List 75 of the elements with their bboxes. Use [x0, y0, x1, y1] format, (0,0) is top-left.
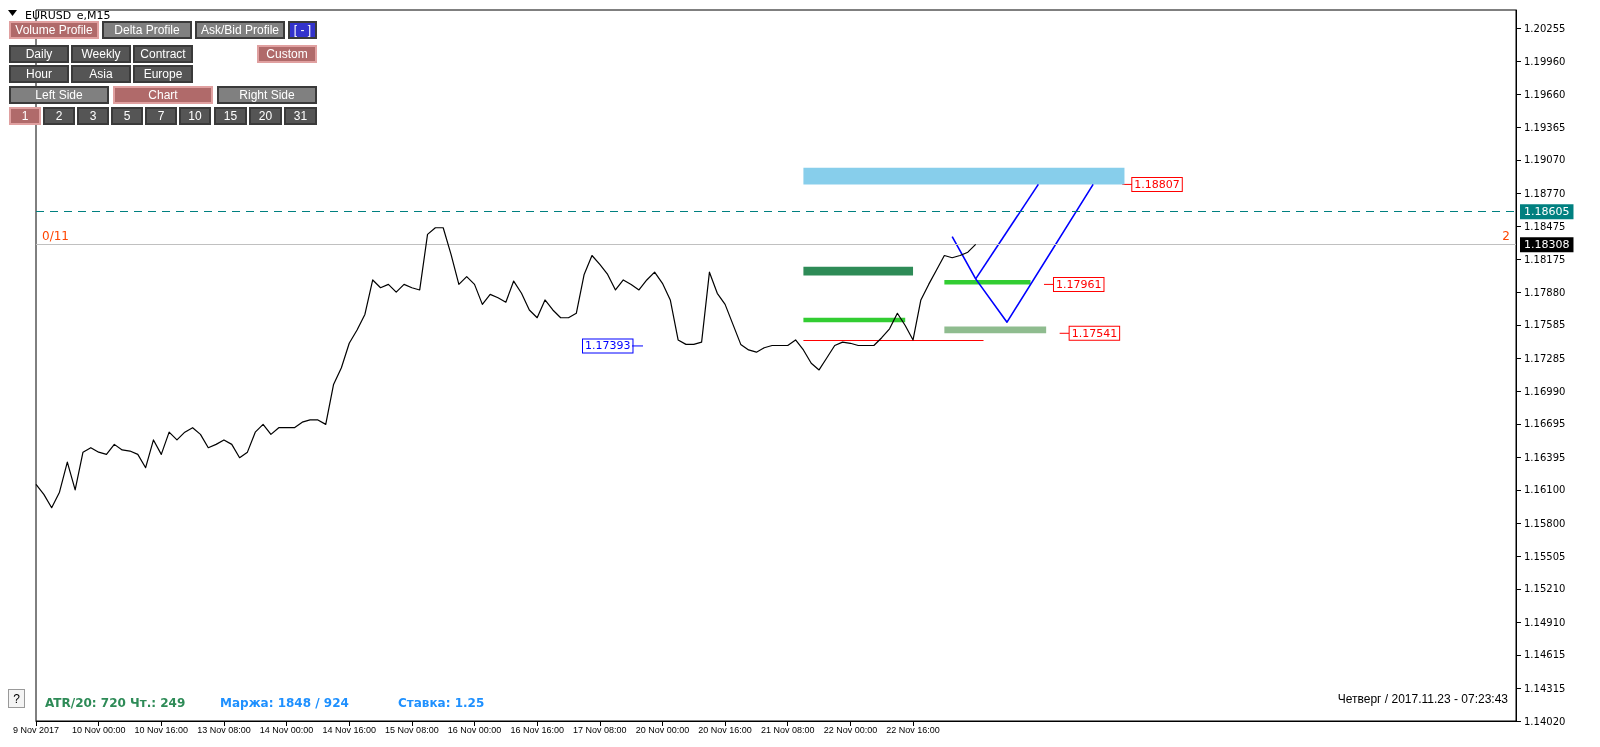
y-tick-label: 1.17585 — [1524, 319, 1566, 331]
y-tick-label: 1.17880 — [1524, 286, 1566, 298]
button: [ - ] — [288, 21, 317, 39]
annotation: ATR/20: 720 — [45, 696, 126, 710]
ref-line-label: 1.18605 — [1524, 205, 1570, 219]
y-tick-label: 1.16395 — [1524, 451, 1566, 463]
x-tick-label: 9 Nov 2017 — [12, 724, 60, 735]
y-tick-label: 1.20255 — [1524, 22, 1566, 34]
annotation: Четверг / 2017.11.23 - 07:23:43 — [1337, 692, 1508, 706]
button: ? — [8, 689, 25, 708]
x-tick-label: 20 Nov 16:00 — [698, 724, 752, 735]
y-tick-label: 1.16990 — [1524, 385, 1566, 397]
y-tick-label: 1.14910 — [1524, 616, 1566, 628]
x-tick-label: 14 Nov 00:00 — [259, 724, 314, 735]
y-tick-label: 1.14615 — [1524, 649, 1566, 661]
button: Europe — [133, 65, 193, 83]
x-tick-label: 10 Nov 00:00 — [71, 724, 126, 735]
x-tick-label: 15 Nov 08:00 — [385, 724, 439, 735]
button: Volume Profile — [9, 21, 99, 39]
y-tick-label: 1.14315 — [1524, 682, 1566, 694]
button: Daily — [9, 45, 69, 63]
annotation: 1.17393 — [585, 339, 631, 353]
x-tick-label: 21 Nov 08:00 — [760, 724, 815, 735]
y-tick-label: 1.15210 — [1524, 583, 1566, 595]
y-tick-label: 1.14020 — [1524, 715, 1566, 727]
band-label: 1.17961 — [1055, 277, 1102, 291]
button: Weekly — [71, 45, 131, 63]
annotation: Чт.: 249 — [130, 696, 186, 710]
button: 5 — [111, 107, 143, 125]
button: 2 — [43, 107, 75, 125]
button: 20 — [249, 107, 282, 125]
annotation: Маржа: 1848 / 924 — [220, 696, 349, 710]
x-tick-label: 14 Nov 16:00 — [322, 724, 376, 735]
y-tick-label: 1.19960 — [1524, 55, 1566, 67]
button: Right Side — [217, 86, 317, 104]
band-label: 1.18807 — [1134, 177, 1180, 191]
y-tick-label: 1.16695 — [1524, 418, 1566, 430]
y-tick-label: 1.15800 — [1524, 517, 1566, 529]
button: 15 — [214, 107, 247, 125]
x-tick-label: 22 Nov 16:00 — [886, 724, 940, 735]
button: 10 — [179, 107, 211, 125]
button: Contract — [133, 45, 193, 63]
y-tick-label: 1.18770 — [1524, 187, 1566, 199]
button: Delta Profile — [102, 21, 192, 39]
annotation: 0/11 — [42, 228, 69, 243]
y-tick-label: 1.15505 — [1524, 550, 1566, 562]
y-tick-label: 1.18475 — [1524, 220, 1566, 232]
button: 3 — [77, 107, 109, 125]
button: Hour — [9, 65, 69, 83]
chart-title: EURUSD_e,M15 — [25, 9, 111, 22]
y-tick-label: 1.19365 — [1524, 121, 1566, 133]
y-tick-label: 1.19660 — [1524, 88, 1566, 100]
button: 1 — [9, 107, 41, 125]
y-tick-label: 1.18175 — [1524, 253, 1566, 265]
y-tick-label: 1.17285 — [1524, 352, 1566, 364]
band-label: 1.17541 — [1071, 326, 1118, 340]
button: Custom — [257, 45, 317, 63]
button: 7 — [145, 107, 177, 125]
x-tick-label: 16 Nov 00:00 — [447, 724, 502, 735]
y-tick-label: 1.19070 — [1524, 154, 1566, 166]
annotation: Ставка: 1.25 — [398, 696, 485, 710]
x-tick-label: 22 Nov 00:00 — [823, 724, 878, 735]
y-tick-label: 1.16100 — [1524, 484, 1566, 496]
x-tick-label: 10 Nov 16:00 — [134, 724, 189, 735]
button: 31 — [284, 107, 317, 125]
button: Asia — [71, 65, 131, 83]
x-tick-label: 13 Nov 08:00 — [197, 724, 251, 735]
ref-line-label: 1.18308 — [1524, 238, 1570, 252]
x-tick-label: 16 Nov 16:00 — [510, 724, 564, 735]
annotation: 2 — [1502, 228, 1510, 243]
button: Chart — [113, 86, 213, 104]
button: Ask/Bid Profile — [195, 21, 285, 39]
x-tick-label: 17 Nov 08:00 — [573, 724, 627, 735]
x-tick-label: 20 Nov 00:00 — [635, 724, 690, 735]
button: Left Side — [9, 86, 109, 104]
